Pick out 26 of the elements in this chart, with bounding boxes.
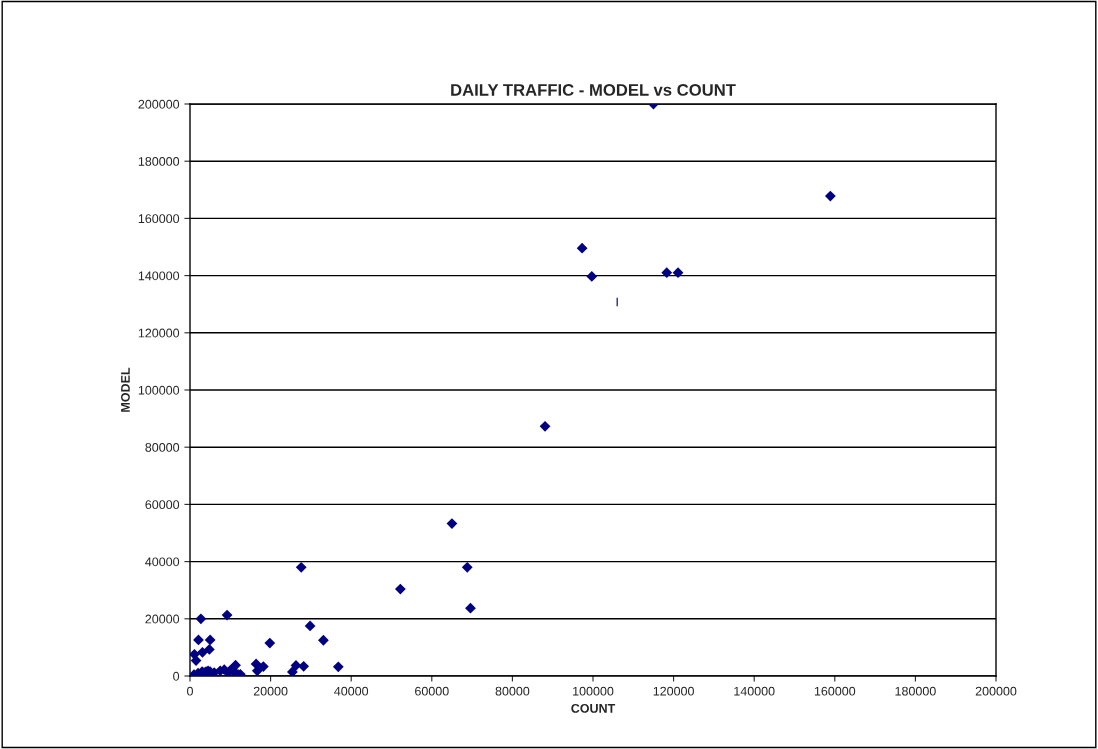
y-tick-label: 160000 [138,214,180,224]
y-tick-label: 100000 [138,385,180,395]
y-tick-label: 60000 [145,500,180,510]
annotation: I [616,297,618,307]
x-tick-label: 20000 [253,686,288,696]
x-tick-label: 80000 [495,686,530,696]
x-tick-label: 160000 [814,686,856,696]
x-tick-label: 40000 [334,686,369,696]
y-tick-label: 120000 [138,328,180,338]
x-tick-label: 100000 [573,686,614,696]
y-tick-label: 20000 [145,614,180,624]
x-tick-label: 0 [187,686,193,696]
y-tick-label: 40000 [145,557,180,567]
x-tick-label: 140000 [734,686,775,696]
chart-title: DAILY TRAFFIC - MODEL vs COUNT [451,84,736,96]
y-tick-label: 80000 [145,443,180,452]
x-tick-label: 180000 [895,686,936,696]
x-tick-label: 120000 [653,686,694,696]
y-tick-label: 180000 [138,157,180,166]
y-axis-title: MODEL [121,367,130,412]
y-tick-label: 200000 [138,99,180,109]
x-tick-label: 200000 [975,686,1017,696]
y-tick-label: 0 [173,671,180,681]
x-tick-label: 60000 [415,686,449,696]
y-tick-label: 140000 [138,271,180,281]
x-axis-title: COUNT [571,703,616,713]
